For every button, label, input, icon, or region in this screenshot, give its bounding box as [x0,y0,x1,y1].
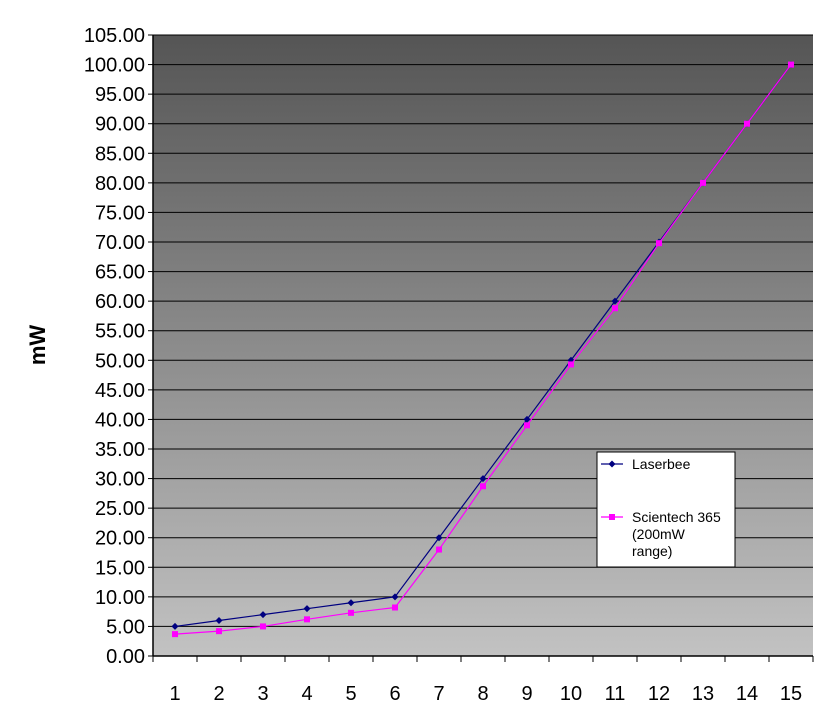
x-tick-label: 6 [389,683,400,705]
series-scientech-365 [172,61,794,638]
data-point [788,61,794,68]
data-point [216,628,222,635]
legend-marker [608,460,616,468]
y-tick-label: 50.00 [95,350,145,372]
data-point [259,611,267,619]
legend-label: Scientech 365 (200mW range) [632,509,721,559]
data-point [348,609,354,616]
data-point [436,546,442,553]
y-tick-label: 105.00 [84,25,145,47]
x-tick-label: 13 [692,683,714,705]
x-tick-label: 2 [213,683,224,705]
y-tick-label: 45.00 [95,380,145,402]
x-tick-label: 3 [257,683,268,705]
data-point [347,599,355,607]
data-point [260,623,266,630]
y-tick-label: 75.00 [95,202,145,224]
data-point [304,616,310,623]
data-point [524,422,530,429]
gridlines [153,34,813,627]
data-point [215,617,223,625]
y-tick-label: 95.00 [95,84,145,106]
data-point [612,305,618,312]
data-point [744,120,750,127]
x-axis-ticks: 1 2 3 4 5 6 7 8 9 10 11 12 13 14 15 [152,656,814,705]
y-tick-label: 5.00 [106,616,145,638]
y-tick-label: 85.00 [95,143,145,165]
x-tick-label: 14 [736,683,758,705]
y-tick-label: 30.00 [95,469,145,491]
x-tick-label: 7 [433,683,444,705]
legend: Laserbee Scientech 365 (200mW range) [596,451,736,568]
legend-label: Laserbee [632,456,691,472]
series-layer [171,61,795,638]
y-tick-label: 25.00 [95,498,145,520]
x-tick-label: 4 [301,683,312,705]
y-tick-label: 10.00 [95,587,145,609]
y-tick-label: 60.00 [95,291,145,313]
x-tick-label: 1 [169,683,180,705]
data-point [611,297,619,305]
data-point [700,179,706,186]
data-point [568,361,574,368]
x-tick-label: 5 [345,683,356,705]
x-tick-label: 10 [560,683,582,705]
y-tick-label: 90.00 [95,114,145,136]
y-tick-label: 65.00 [95,262,145,284]
y-tick-label: 35.00 [95,439,145,461]
data-point [171,622,179,630]
x-tick-label: 8 [477,683,488,705]
x-tick-label: 12 [648,683,670,705]
y-tick-label: 15.00 [95,557,145,579]
x-tick-label: 11 [605,683,626,705]
data-point [435,534,443,542]
x-tick-label: 15 [780,683,802,705]
data-point [392,604,398,611]
data-point [303,605,311,613]
legend-box [596,451,736,568]
legend-marker [609,514,615,520]
data-point [391,593,399,601]
y-tick-label: 100.00 [84,55,145,77]
y-axis-label: mW [25,325,50,366]
data-point [523,415,531,423]
y-tick-label: 80.00 [95,173,145,195]
y-tick-label: 55.00 [95,321,145,343]
y-tick-label: 40.00 [95,409,145,431]
x-tick-label: 9 [521,683,532,705]
y-tick-label: 70.00 [95,232,145,254]
data-point [479,475,487,483]
axes [152,35,813,657]
y-axis-ticks: 0.00 5.00 10.00 15.00 20.00 25.00 30.00 35.00 40… [84,25,153,668]
data-point [656,240,662,247]
data-point [480,483,486,490]
data-point [172,631,178,638]
y-tick-label: 0.00 [106,646,145,668]
y-tick-label: 20.00 [95,528,145,550]
